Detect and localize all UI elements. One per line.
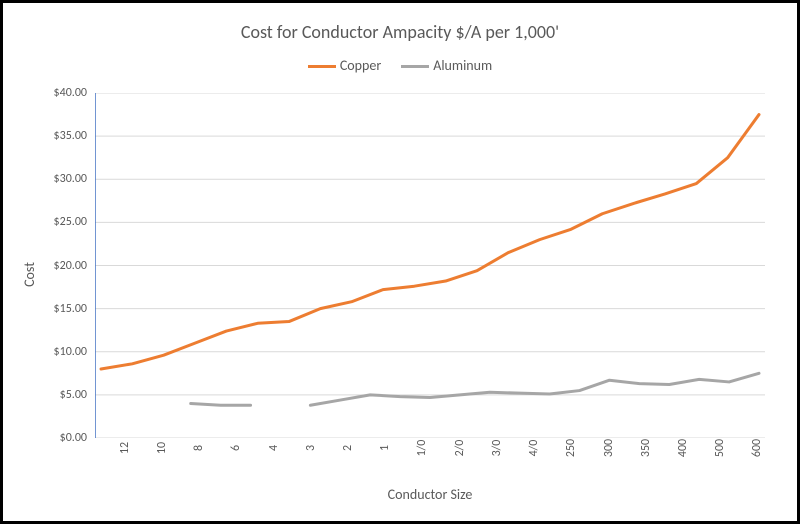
x-tick-label: 2/0 — [453, 440, 467, 457]
y-tick-label: $10.00 — [37, 345, 87, 359]
y-tick-label: $25.00 — [37, 215, 87, 229]
legend-swatch — [401, 65, 429, 68]
plot-area — [95, 93, 765, 438]
y-tick-label: $30.00 — [37, 172, 87, 186]
y-axis-label: Cost — [21, 262, 38, 287]
legend-label: Copper — [340, 57, 381, 74]
series-line — [191, 373, 759, 405]
x-tick-label: 350 — [639, 439, 653, 457]
legend-item: Copper — [308, 57, 381, 74]
x-tick-label: 3/0 — [490, 440, 504, 457]
chart-title: Cost for Conductor Ampacity $/A per 1,00… — [3, 21, 797, 43]
x-tick-label: 1/0 — [415, 440, 429, 457]
y-tick-label: $0.00 — [37, 431, 87, 445]
x-tick-label: 10 — [155, 442, 169, 454]
legend-swatch — [308, 65, 336, 68]
y-tick-label: $15.00 — [37, 302, 87, 316]
y-tick-label: $5.00 — [37, 388, 87, 402]
x-tick-label: 2 — [341, 445, 355, 451]
x-axis-label: Conductor Size — [95, 486, 765, 503]
x-tick-label: 6 — [229, 445, 243, 451]
legend: Copper Aluminum — [3, 57, 797, 74]
y-tick-label: $35.00 — [37, 129, 87, 143]
x-tick-label: 500 — [713, 439, 727, 457]
x-tick-label: 4/0 — [527, 440, 541, 457]
y-tick-label: $40.00 — [37, 86, 87, 100]
y-tick-label: $20.00 — [37, 259, 87, 273]
x-tick-label: 12 — [118, 442, 132, 454]
x-tick-label: 300 — [602, 439, 616, 457]
legend-label: Aluminum — [433, 57, 492, 74]
chart-container: Cost for Conductor Ampacity $/A per 1,00… — [0, 0, 800, 524]
x-tick-label: 1 — [378, 445, 392, 451]
series-line — [101, 115, 759, 369]
x-tick-label: 8 — [192, 445, 206, 451]
x-tick-label: 400 — [676, 439, 690, 457]
x-tick-label: 600 — [750, 439, 764, 457]
legend-item: Aluminum — [401, 57, 492, 74]
x-tick-label: 3 — [304, 445, 318, 451]
x-tick-label: 4 — [267, 445, 281, 451]
x-tick-label: 250 — [564, 439, 578, 457]
